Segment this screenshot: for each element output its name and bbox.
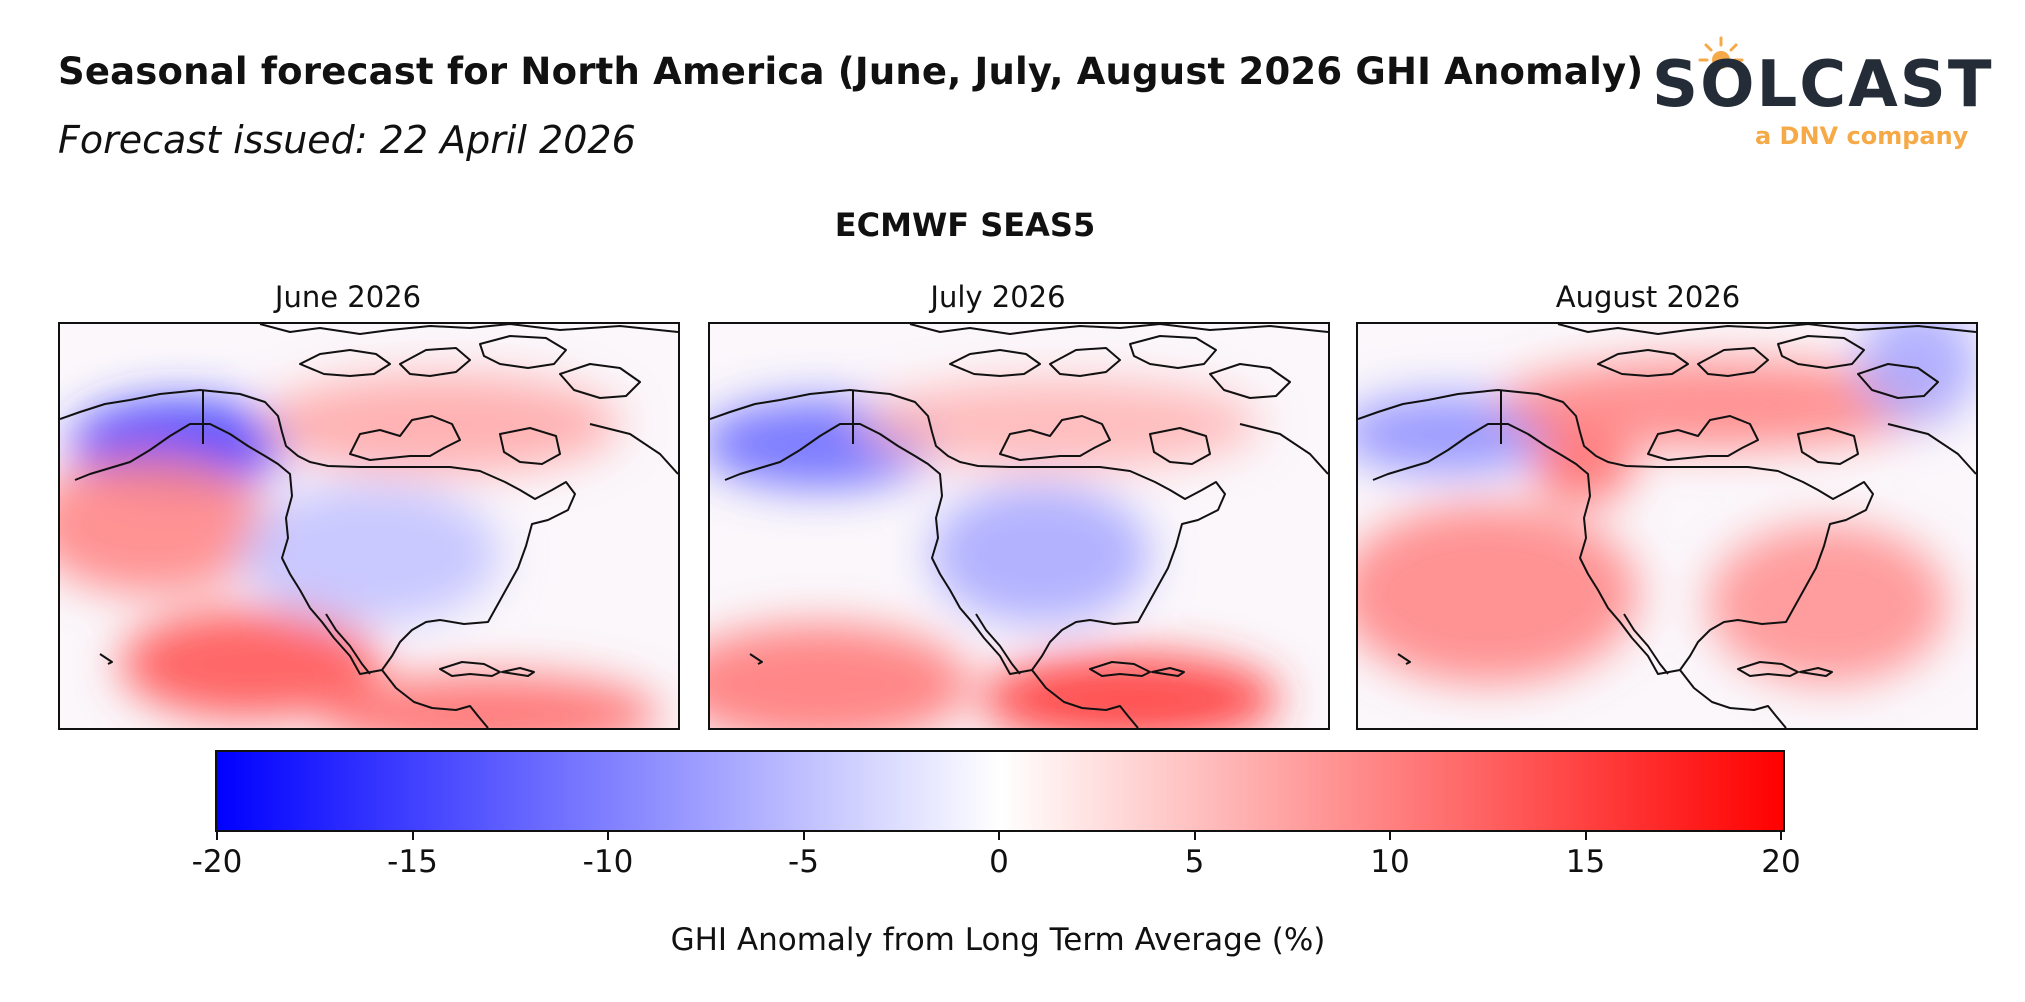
- coastline: [501, 667, 535, 677]
- anomaly-region: [930, 484, 1150, 624]
- sun-icon: [1698, 36, 1744, 69]
- solcast-logo: SOLCAST a DNV company: [1640, 32, 1992, 162]
- logo-tagline: a DNV company: [1755, 122, 1969, 150]
- coastline: [1799, 667, 1833, 677]
- anomaly-map: [60, 324, 678, 728]
- anomaly-field: [1358, 324, 1976, 684]
- coastline: [1857, 363, 1939, 399]
- logo-wordmark: SOLCAST: [1652, 48, 1994, 122]
- coastline: [1129, 335, 1217, 369]
- colorbar-tick-mark: [216, 830, 218, 840]
- anomaly-region: [60, 454, 270, 594]
- coastline: [1679, 669, 1787, 728]
- coastline: [1209, 363, 1291, 399]
- coastline: [99, 653, 113, 665]
- colorbar-tick-label: 5: [1184, 844, 1205, 880]
- colorbar-tick-mark: [1193, 830, 1196, 840]
- colorbar-label: GHI Anomaly from Long Term Average (%): [670, 922, 1326, 958]
- coastline: [1358, 389, 1874, 675]
- coastline: [1151, 667, 1185, 677]
- colorbar-tick-mark: [1780, 830, 1782, 840]
- anomaly-region: [120, 609, 380, 719]
- anomaly-map: [710, 324, 1328, 728]
- page-title: Seasonal forecast for North America (Jun…: [58, 50, 1644, 93]
- coastline: [1887, 423, 1976, 475]
- colorbar-tick-label: 20: [1761, 844, 1801, 880]
- coastline: [1397, 653, 1411, 665]
- anomaly-region: [980, 654, 1280, 728]
- coastline: [1797, 427, 1859, 465]
- coastline: [1049, 347, 1121, 377]
- coastline: [1737, 661, 1799, 677]
- coastline: [1597, 349, 1689, 377]
- coastline: [749, 653, 763, 665]
- coastline: [259, 324, 678, 335]
- coastline: [325, 613, 371, 675]
- coastline: [499, 427, 561, 465]
- coastline: [1647, 415, 1759, 461]
- coastline: [949, 349, 1041, 377]
- coastline: [349, 415, 461, 461]
- coastline: [589, 423, 678, 475]
- coastline: [1623, 613, 1669, 675]
- coastline: [1089, 661, 1151, 677]
- coastline: [1239, 423, 1328, 475]
- coastline: [299, 349, 391, 377]
- coastline: [439, 661, 501, 677]
- colorbar-tick-label: -5: [788, 844, 819, 880]
- coastline: [60, 389, 576, 675]
- colorbar-tick-mark: [998, 830, 1000, 840]
- colorbar-tick-label: -15: [387, 844, 438, 880]
- colorbar-tick-label: -10: [582, 844, 634, 880]
- colorbar-tick-mark: [802, 830, 805, 840]
- panel-title-june: June 2026: [274, 280, 422, 314]
- colorbar: [215, 750, 1785, 832]
- coastline: [1777, 335, 1865, 369]
- coastline: [1149, 427, 1211, 465]
- colorbar-tick-mark: [1389, 830, 1391, 840]
- colorbar-tick-label: -20: [191, 844, 243, 880]
- map-panel-july: [708, 322, 1330, 730]
- anomaly-region: [320, 674, 660, 728]
- map-panel-june: [58, 322, 680, 730]
- panel-title-july: July 2026: [930, 280, 1066, 314]
- map-panel-august: [1356, 322, 1978, 730]
- anomaly-map: [1358, 324, 1976, 728]
- anomaly-region: [1533, 424, 1633, 504]
- coastline: [399, 347, 471, 377]
- coastline: [999, 415, 1111, 461]
- coastline: [975, 613, 1021, 675]
- anomaly-region: [1708, 524, 1948, 684]
- anomaly-field: [60, 374, 660, 728]
- coastline: [1031, 669, 1139, 728]
- forecast-issued-date: Forecast issued: 22 April 2026: [58, 118, 636, 162]
- colorbar-tick-mark: [607, 830, 609, 840]
- anomaly-region: [1858, 324, 1976, 424]
- anomaly-region: [710, 624, 970, 728]
- coastline: [1557, 324, 1976, 335]
- colorbar-tick-mark: [411, 830, 414, 840]
- coastline: [909, 324, 1328, 335]
- coastline: [559, 363, 641, 399]
- coastline: [1697, 347, 1769, 377]
- anomaly-region: [260, 374, 620, 474]
- colorbar-tick-label: 10: [1370, 844, 1410, 880]
- colorbar-tick-label: 0: [989, 844, 1009, 880]
- colorbar-tick-mark: [1584, 830, 1587, 840]
- colorbar-tick-label: 15: [1565, 844, 1606, 880]
- coastline: [381, 669, 489, 728]
- anomaly-region: [1358, 504, 1638, 684]
- anomaly-region: [1498, 359, 1938, 449]
- panel-title-august: August 2026: [1555, 280, 1741, 314]
- coastline: [479, 335, 567, 369]
- anomaly-region: [240, 484, 500, 624]
- model-title: ECMWF SEAS5: [834, 206, 1096, 244]
- coastline: [710, 389, 1226, 675]
